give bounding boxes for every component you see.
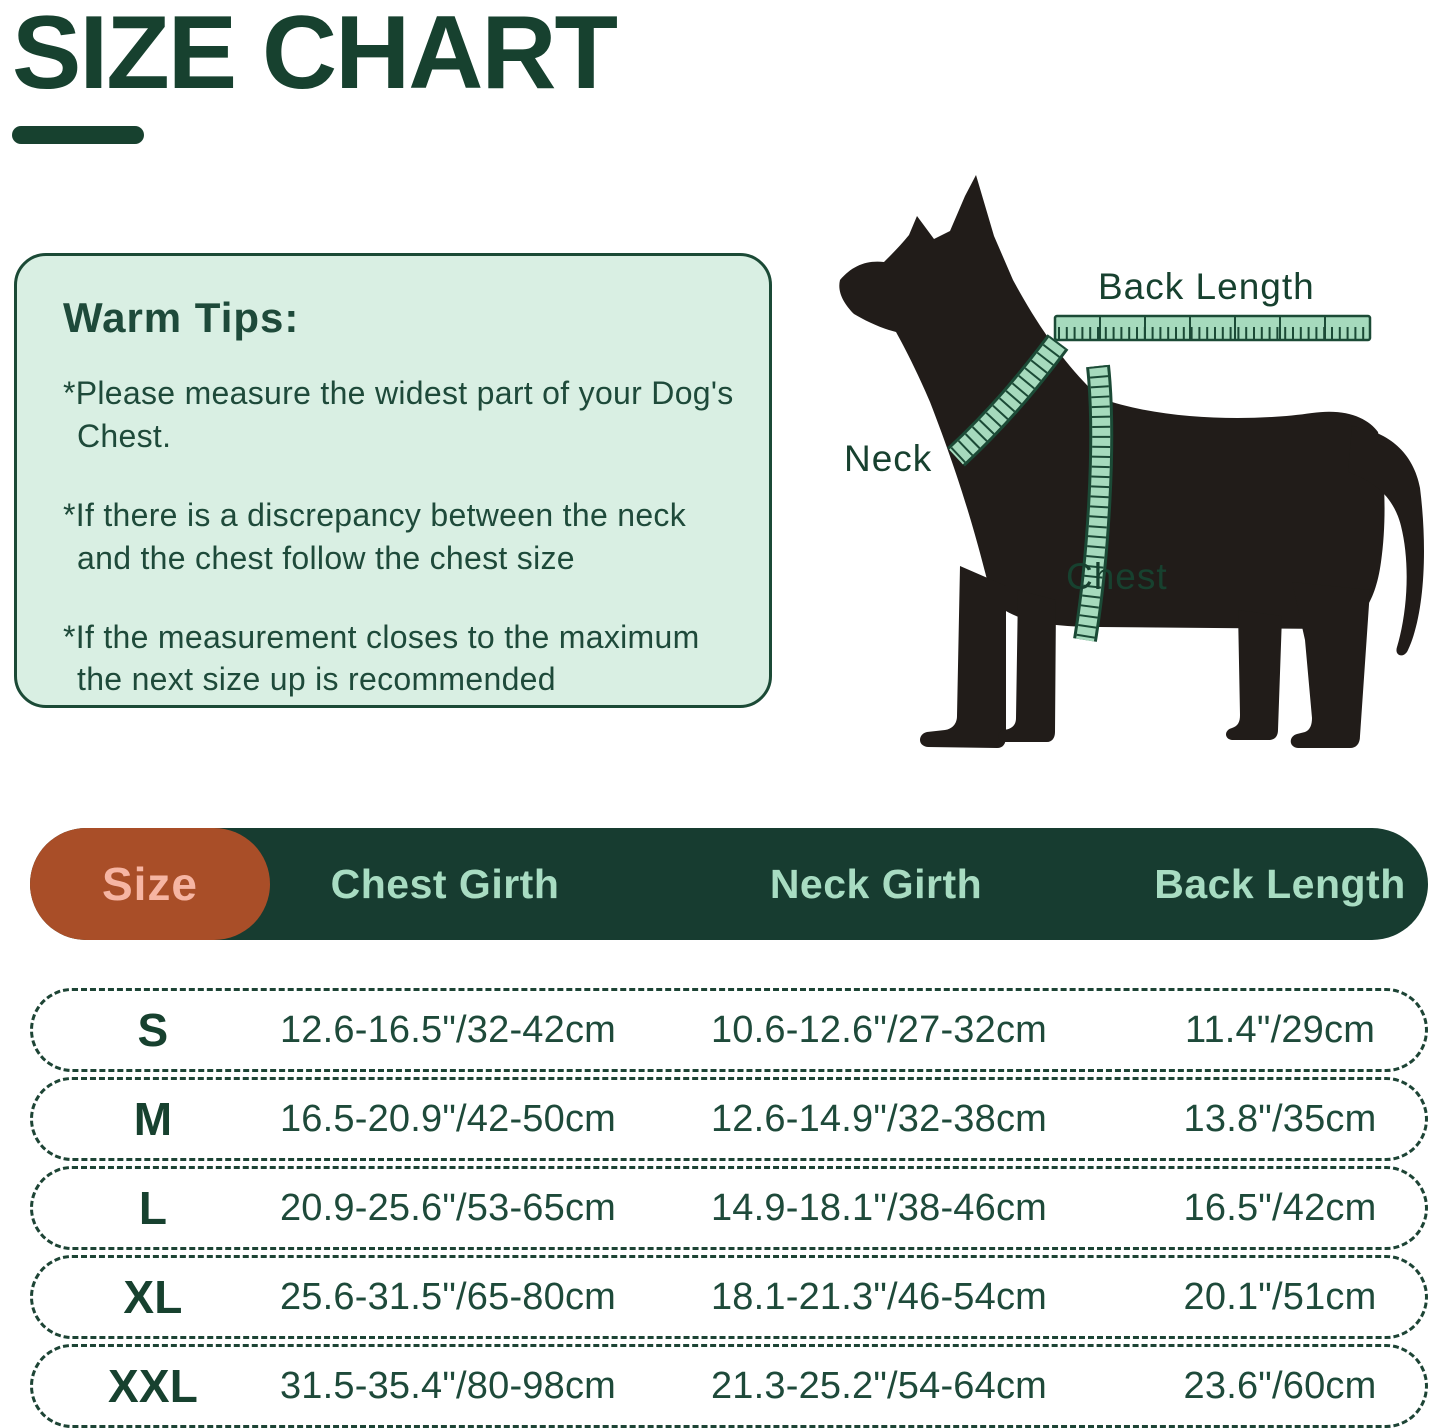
- neck-girth-cell: 14.9-18.1"/38-46cm: [710, 1186, 1048, 1229]
- size-column-header: Size: [101, 858, 199, 910]
- dog-measurement-diagram: Back Length Neck Chest: [800, 170, 1455, 770]
- title-underline: [12, 126, 144, 144]
- dog-silhouette-illustration: [839, 175, 1424, 748]
- dog-hind-leg-far: [1226, 610, 1282, 740]
- dog-hind-leg: [1290, 582, 1370, 748]
- table-row: M 16.5-20.9"/42-50cm 12.6-14.9"/32-38cm …: [30, 1077, 1428, 1161]
- table-row: XL 25.6-31.5"/65-80cm 18.1-21.3"/46-54cm…: [30, 1255, 1428, 1339]
- back-length-ruler: [1053, 314, 1372, 342]
- size-cell: M: [133, 1093, 173, 1145]
- neck-girth-cell: 18.1-21.3"/46-54cm: [710, 1275, 1048, 1318]
- back-length-cell: 23.6"/60cm: [1183, 1364, 1377, 1407]
- dog-front-leg: [920, 566, 1006, 748]
- warm-tip-item: *If the measurement closes to the maximu…: [63, 618, 700, 698]
- table-row: L 20.9-25.6"/53-65cm 14.9-18.1"/38-46cm …: [30, 1166, 1428, 1250]
- table-header-row: Size Chest Girth Neck Girth Back Length: [30, 828, 1428, 940]
- dog-tail: [1348, 426, 1424, 656]
- page-title: SIZE CHART: [12, 0, 618, 111]
- chest-girth-cell: 31.5-35.4"/80-98cm: [279, 1364, 617, 1407]
- chest-girth-cell: 20.9-25.6"/53-65cm: [279, 1186, 617, 1229]
- back-length-cell: 16.5"/42cm: [1183, 1186, 1377, 1229]
- size-cell: XXL: [107, 1360, 199, 1412]
- chest-girth-cell: 16.5-20.9"/42-50cm: [279, 1097, 617, 1140]
- back-length-label: Back Length: [1098, 266, 1315, 307]
- table-row: S 12.6-16.5"/32-42cm 10.6-12.6"/27-32cm …: [30, 988, 1428, 1072]
- table-row: XXL 31.5-35.4"/80-98cm 21.3-25.2"/54-64c…: [30, 1344, 1428, 1428]
- warm-tip-item: *If there is a discrepancy between the n…: [63, 496, 687, 576]
- chest-label: Chest: [1066, 556, 1168, 597]
- back-length-cell: 13.8"/35cm: [1183, 1097, 1377, 1140]
- neck-girth-cell: 21.3-25.2"/54-64cm: [710, 1364, 1048, 1407]
- neck-girth-cell: 10.6-12.6"/27-32cm: [710, 1008, 1048, 1051]
- chest-girth-header: Chest Girth: [330, 860, 560, 907]
- neck-girth-cell: 12.6-14.9"/32-38cm: [710, 1097, 1048, 1140]
- neck-tape: [947, 334, 1069, 467]
- neck-girth-header: Neck Girth: [769, 860, 983, 907]
- chest-tape: [1073, 364, 1114, 642]
- chest-girth-cell: 12.6-16.5"/32-42cm: [279, 1008, 617, 1051]
- back-length-header: Back Length: [1154, 860, 1406, 907]
- chest-girth-cell: 25.6-31.5"/65-80cm: [279, 1275, 617, 1318]
- warm-tip-item: *Please measure the widest part of your …: [63, 375, 734, 454]
- size-column-header-pill: Size: [30, 828, 270, 940]
- table-body: S 12.6-16.5"/32-42cm 10.6-12.6"/27-32cm …: [30, 988, 1428, 1428]
- size-cell: L: [138, 1182, 168, 1234]
- warm-tips-box: Warm Tips: *Please measure the widest pa…: [14, 253, 772, 708]
- back-length-cell: 11.4"/29cm: [1184, 1008, 1376, 1051]
- back-length-cell: 20.1"/51cm: [1183, 1275, 1377, 1318]
- dog-front-leg-far: [998, 590, 1056, 742]
- size-cell: XL: [123, 1271, 183, 1323]
- size-cell: S: [137, 1004, 169, 1056]
- warm-tips-heading: Warm Tips:: [63, 294, 300, 341]
- neck-label: Neck: [844, 438, 933, 479]
